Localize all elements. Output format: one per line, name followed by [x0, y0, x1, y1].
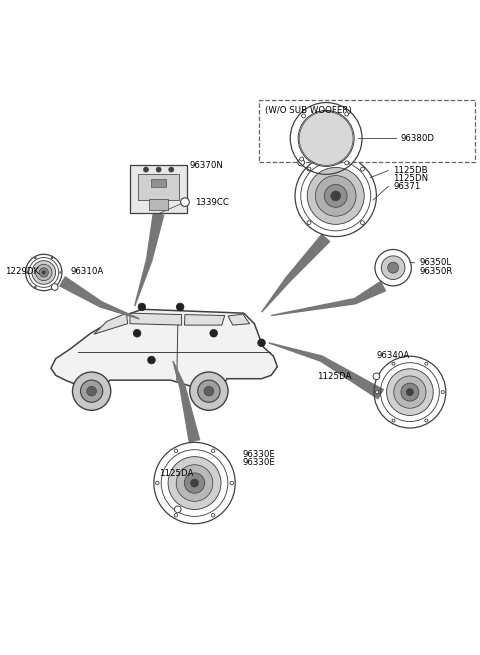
Circle shape	[168, 167, 174, 172]
Circle shape	[174, 449, 178, 453]
Text: 96380D: 96380D	[400, 134, 434, 143]
Circle shape	[373, 373, 380, 380]
Polygon shape	[94, 313, 128, 334]
Circle shape	[386, 369, 433, 415]
Circle shape	[32, 261, 56, 284]
Circle shape	[301, 114, 306, 118]
Circle shape	[331, 191, 341, 201]
Circle shape	[26, 272, 28, 273]
Circle shape	[35, 257, 36, 259]
Circle shape	[299, 111, 353, 165]
Circle shape	[441, 390, 444, 394]
Circle shape	[211, 449, 215, 453]
Text: 1339CC: 1339CC	[194, 198, 228, 206]
Circle shape	[315, 176, 356, 216]
Circle shape	[388, 262, 398, 273]
Circle shape	[35, 286, 36, 288]
Circle shape	[307, 167, 311, 171]
Polygon shape	[271, 280, 386, 316]
Bar	[138, 174, 180, 200]
Circle shape	[51, 286, 53, 288]
Circle shape	[87, 386, 96, 396]
Circle shape	[156, 481, 159, 485]
Text: 96350L: 96350L	[420, 258, 452, 267]
Text: 1125DB: 1125DB	[393, 166, 428, 175]
Polygon shape	[228, 314, 250, 325]
Circle shape	[156, 167, 161, 172]
Circle shape	[51, 284, 58, 290]
Circle shape	[401, 383, 419, 401]
Text: 96330E: 96330E	[242, 458, 275, 467]
Circle shape	[36, 264, 52, 280]
Text: 1125DA: 1125DA	[317, 372, 351, 381]
Polygon shape	[268, 342, 384, 400]
Circle shape	[360, 221, 364, 225]
Bar	[152, 179, 166, 187]
Bar	[259, 100, 475, 162]
Circle shape	[392, 362, 395, 365]
Circle shape	[176, 465, 213, 501]
Circle shape	[345, 161, 348, 165]
Circle shape	[258, 339, 265, 346]
Circle shape	[174, 506, 181, 513]
Bar	[149, 199, 168, 210]
Circle shape	[211, 514, 215, 517]
Circle shape	[138, 303, 146, 310]
Text: (W/O SUB WOOFER): (W/O SUB WOOFER)	[265, 106, 351, 115]
Circle shape	[39, 268, 48, 277]
Polygon shape	[59, 276, 140, 320]
Circle shape	[168, 457, 221, 510]
Circle shape	[176, 303, 184, 310]
Circle shape	[425, 362, 428, 365]
Circle shape	[406, 388, 413, 396]
Polygon shape	[130, 313, 181, 325]
Text: 96371: 96371	[393, 182, 420, 191]
Circle shape	[198, 380, 220, 402]
Polygon shape	[261, 233, 331, 312]
Circle shape	[184, 473, 204, 493]
Circle shape	[51, 257, 53, 259]
Circle shape	[42, 271, 46, 274]
Circle shape	[60, 272, 61, 273]
Circle shape	[144, 167, 149, 172]
Circle shape	[210, 329, 217, 337]
Circle shape	[425, 419, 428, 422]
Text: 1229DK: 1229DK	[5, 267, 40, 276]
Circle shape	[148, 356, 156, 364]
Circle shape	[204, 386, 214, 396]
Polygon shape	[184, 314, 225, 325]
Circle shape	[230, 481, 233, 485]
Circle shape	[307, 168, 364, 225]
Circle shape	[324, 185, 347, 207]
Polygon shape	[172, 361, 200, 443]
Polygon shape	[51, 309, 277, 392]
Circle shape	[394, 376, 426, 408]
Circle shape	[392, 419, 395, 422]
Circle shape	[381, 256, 405, 280]
Circle shape	[360, 167, 364, 171]
Text: 96330E: 96330E	[242, 450, 275, 459]
Circle shape	[72, 372, 111, 410]
Text: 96310A: 96310A	[70, 267, 103, 276]
Circle shape	[300, 157, 304, 161]
Circle shape	[345, 112, 348, 116]
Text: 1125DA: 1125DA	[158, 469, 193, 478]
Text: 1125DN: 1125DN	[393, 174, 428, 183]
Text: 96370N: 96370N	[190, 161, 224, 170]
Circle shape	[174, 514, 178, 517]
Circle shape	[298, 159, 304, 166]
Circle shape	[191, 479, 199, 487]
Circle shape	[180, 198, 189, 206]
Text: 96350R: 96350R	[420, 267, 453, 276]
Bar	[130, 165, 187, 213]
Polygon shape	[134, 212, 165, 306]
Circle shape	[307, 221, 311, 225]
Circle shape	[190, 372, 228, 410]
Circle shape	[133, 329, 141, 337]
Circle shape	[375, 390, 379, 394]
Circle shape	[81, 380, 103, 402]
Text: 96340A: 96340A	[376, 351, 409, 360]
